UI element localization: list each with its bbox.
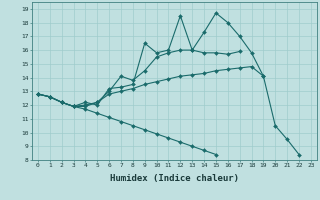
- X-axis label: Humidex (Indice chaleur): Humidex (Indice chaleur): [110, 174, 239, 183]
